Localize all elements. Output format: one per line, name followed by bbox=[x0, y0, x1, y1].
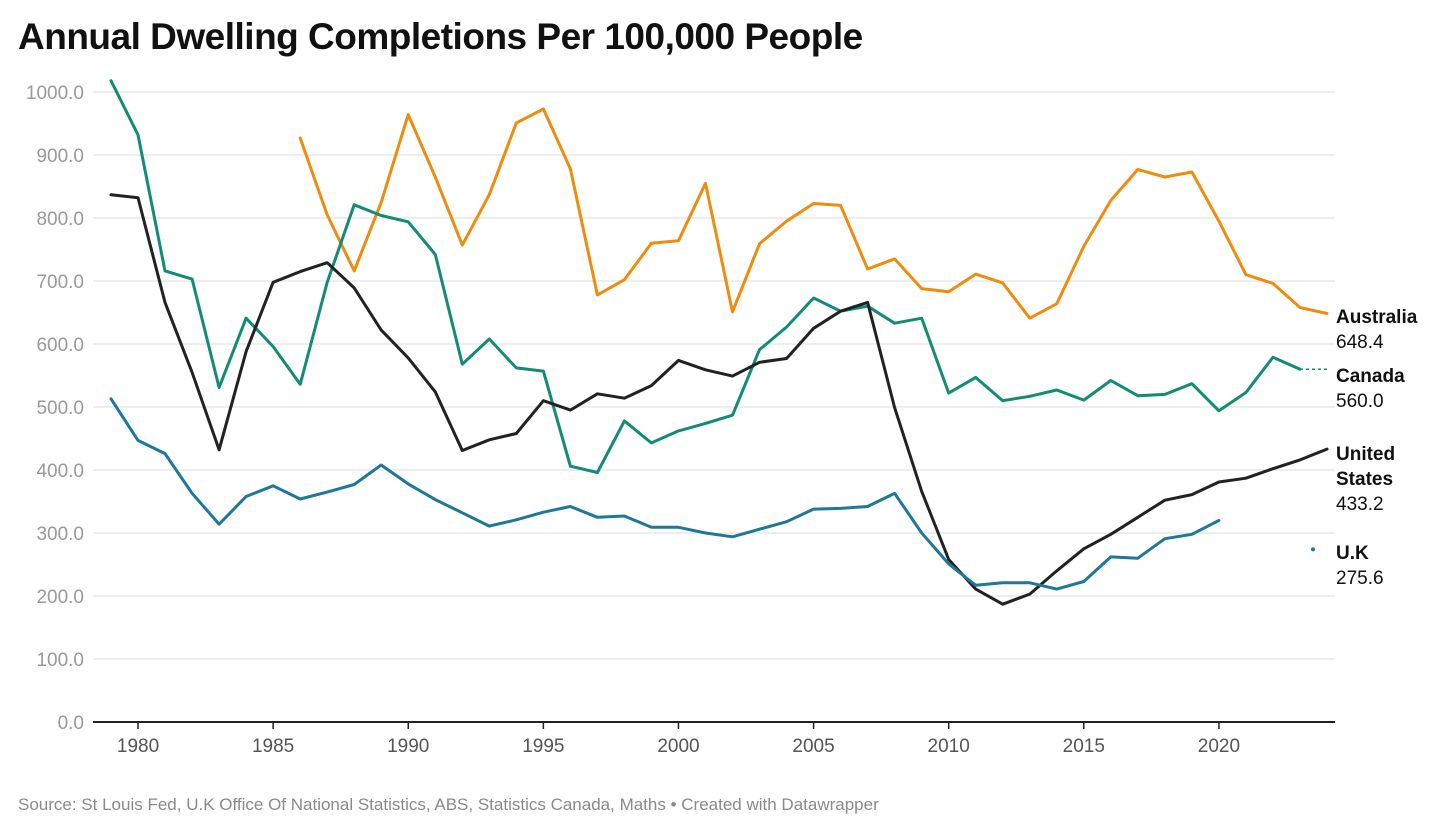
chart-title: Annual Dwelling Completions Per 100,000 … bbox=[18, 16, 863, 57]
y-tick-label: 0.0 bbox=[58, 713, 84, 734]
series-line-u-k bbox=[109, 397, 1221, 591]
y-tick-label: 800.0 bbox=[36, 209, 84, 230]
y-tick-label: 300.0 bbox=[36, 524, 84, 545]
series-label-united-states: States bbox=[1336, 469, 1393, 490]
series-label-u-k: U.K bbox=[1336, 543, 1369, 564]
series-label-canada: Canada bbox=[1336, 366, 1405, 387]
x-tick-label: 2020 bbox=[1198, 736, 1240, 757]
source-note: Source: St Louis Fed, U.K Office Of Nati… bbox=[18, 795, 879, 814]
series-line-united-states bbox=[109, 193, 1329, 606]
x-axis: 1980 1985 1990 1995 2000 2005 2010 2015 2020 bbox=[93, 721, 1335, 757]
y-tick-label: 900.0 bbox=[36, 146, 84, 167]
x-tick-label: 1990 bbox=[387, 736, 429, 757]
series-line-canada bbox=[109, 79, 1302, 474]
x-tick-label: 1995 bbox=[522, 736, 564, 757]
x-tick-label: 1985 bbox=[252, 736, 294, 757]
series-end-dot-u-k bbox=[1311, 547, 1315, 552]
y-tick-label: 200.0 bbox=[36, 587, 84, 608]
x-tick-label: 2000 bbox=[657, 736, 699, 757]
x-tick-label: 1980 bbox=[117, 736, 159, 757]
y-tick-label: 700.0 bbox=[36, 272, 84, 293]
x-tick-label: 2010 bbox=[928, 736, 970, 757]
y-tick-label: 100.0 bbox=[36, 650, 84, 671]
line-chart: 0.0 100.0 200.0 300.0 400.0 500.0 600.0 700.0 80… bbox=[26, 79, 1418, 757]
x-tick-label: 2005 bbox=[792, 736, 834, 757]
series-end-value-canada: 560.0 bbox=[1336, 391, 1384, 412]
x-tick-label: 2015 bbox=[1063, 736, 1105, 757]
series-end-value-u-k: 275.6 bbox=[1336, 568, 1384, 589]
series-end-value-australia: 648.4 bbox=[1336, 332, 1384, 353]
y-tick-label: 600.0 bbox=[36, 335, 84, 356]
y-axis-tick-labels: 0.0 100.0 200.0 300.0 400.0 500.0 600.0 700.0 80… bbox=[26, 83, 84, 734]
series-line-australia bbox=[298, 107, 1329, 320]
series-lines bbox=[109, 79, 1329, 606]
series-end-labels: Australia 648.4 Canada 560.0 United States 433… bbox=[1336, 307, 1418, 589]
series-end-value-united-states: 433.2 bbox=[1336, 494, 1384, 515]
y-tick-label: 400.0 bbox=[36, 461, 84, 482]
gridlines bbox=[93, 91, 1335, 660]
series-label-australia: Australia bbox=[1336, 307, 1418, 328]
y-tick-label: 500.0 bbox=[36, 398, 84, 419]
y-tick-label: 1000.0 bbox=[26, 83, 84, 104]
series-label-united-states: United bbox=[1336, 444, 1395, 465]
